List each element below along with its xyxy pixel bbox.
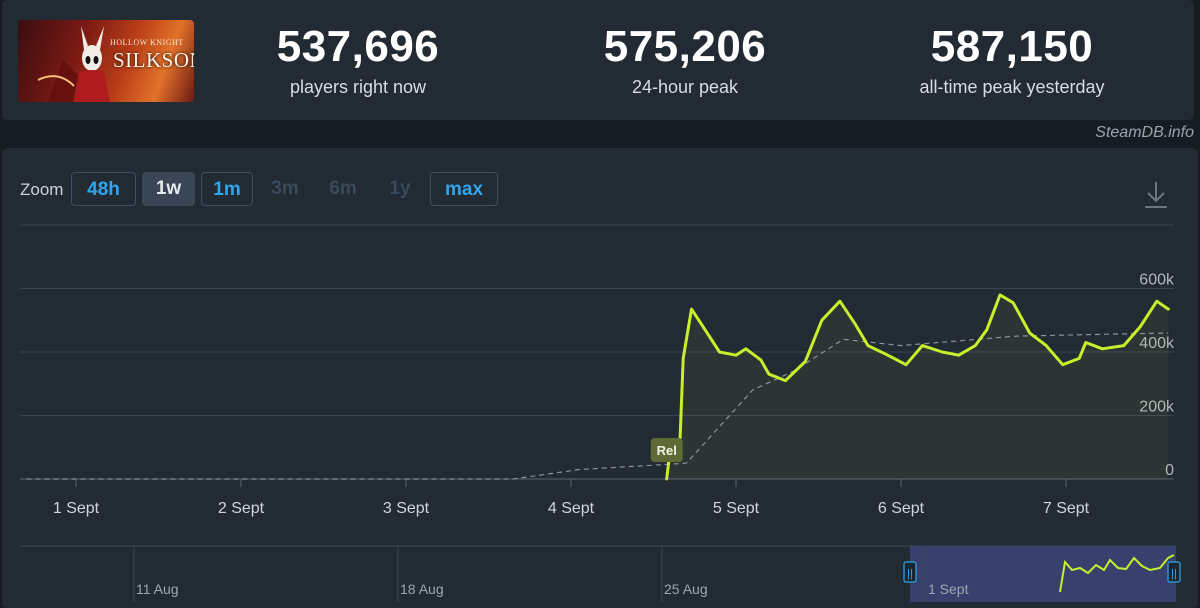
download-icon[interactable] [1142, 180, 1170, 210]
game-logo[interactable]: HOLLOW KNIGHT SILKSONG [18, 20, 194, 102]
zoom-6m-button: 6m [329, 178, 357, 199]
x-tick-label: 1 Sept [53, 500, 100, 517]
release-flag-label: Rel [657, 443, 677, 458]
24h-peak-label: 24-hour peak [631, 77, 739, 97]
all-time-peak-label: all-time peak yesterday [919, 77, 1105, 97]
hornet-art [37, 26, 110, 102]
stat-24h-peak: 575,206 24-hour peak [535, 22, 835, 98]
stat-current-players: 537,696 players right now [208, 22, 508, 98]
zoom-label: Zoom [20, 180, 64, 199]
x-tick-label: 4 Sept [548, 500, 595, 517]
logo-title: SILKSONG [113, 48, 194, 72]
player-line [665, 293, 1170, 481]
release-flag [650, 438, 683, 462]
navigator-handle-right[interactable] [1167, 561, 1181, 583]
zoom-48h-button[interactable]: 48h [71, 172, 136, 206]
zoom-1m-button[interactable]: 1m [201, 172, 253, 206]
navigator-label: 1 Sept [928, 581, 969, 597]
zoom-1y-button: 1y [389, 178, 411, 199]
x-tick-label: 2 Sept [218, 500, 265, 517]
trend-line [26, 332, 1169, 480]
navigator-handle-left-grip: || [907, 568, 913, 580]
steamdb-watermark[interactable]: SteamDB.info [1095, 124, 1194, 141]
zoom-1w-button[interactable]: 1w [142, 172, 195, 206]
zoom-3m-button: 3m [271, 178, 299, 199]
navigator-handle-left[interactable] [903, 561, 917, 583]
navigator-label: 25 Aug [664, 581, 708, 597]
24h-peak-value: 575,206 [603, 22, 767, 71]
navigator-handle-right-grip: || [1171, 568, 1177, 580]
series-area [666, 294, 1169, 479]
logo-subtitle: HOLLOW KNIGHT [110, 38, 184, 47]
y-tick-label: 200k [1139, 399, 1175, 416]
x-tick-label: 7 Sept [1043, 500, 1090, 517]
navigator-label: 18 Aug [400, 581, 444, 597]
stats-panel [2, 0, 1194, 120]
zoom-max-button[interactable]: max [430, 172, 498, 206]
y-tick-label: 600k [1139, 272, 1175, 289]
y-tick-label: 0 [1165, 462, 1174, 479]
all-time-peak-value: 587,150 [930, 22, 1094, 71]
navigator-selection [910, 546, 1176, 602]
navigator-label: 11 Aug [136, 581, 179, 597]
current-players-value: 537,696 [276, 22, 440, 71]
x-tick-label: 5 Sept [713, 500, 760, 517]
x-tick-label: 3 Sept [383, 500, 430, 517]
current-players-label: players right now [289, 77, 427, 97]
y-tick-label: 400k [1139, 335, 1175, 352]
x-tick-label: 6 Sept [878, 500, 925, 517]
stat-all-time-peak: 587,150 all-time peak yesterday [862, 22, 1162, 98]
navigator-series [1059, 554, 1175, 593]
